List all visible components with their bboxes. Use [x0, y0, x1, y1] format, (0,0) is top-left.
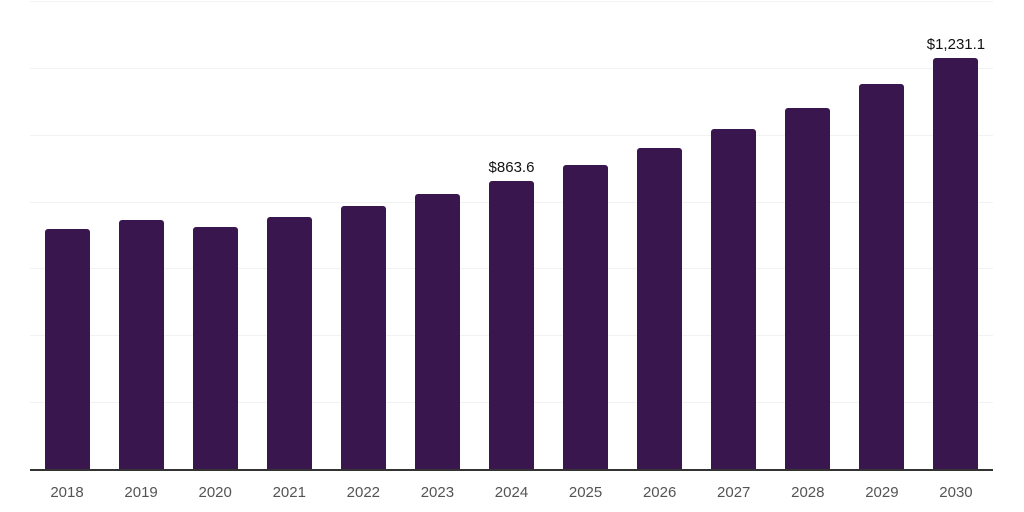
bar-2029 — [859, 83, 905, 470]
bar-2018 — [44, 229, 90, 470]
gridline-1200 — [30, 67, 993, 69]
gridline-1400 — [30, 1, 993, 2]
bar-2027 — [711, 129, 757, 470]
x-axis-label-2020: 2020 — [198, 484, 232, 501]
x-axis-line — [30, 469, 993, 471]
x-axis-label-2019: 2019 — [124, 484, 158, 501]
value-label-2024: $863.6 — [488, 159, 535, 177]
bar-2023 — [414, 194, 460, 470]
bar-2022 — [340, 206, 386, 470]
bar-2028 — [785, 108, 831, 470]
x-axis-label-2021: 2021 — [272, 484, 306, 501]
x-axis-label-2027: 2027 — [717, 484, 751, 501]
x-axis-label-2018: 2018 — [50, 484, 84, 501]
bar-2021 — [266, 217, 312, 470]
x-axis-label-2030: 2030 — [939, 484, 973, 501]
x-axis-label-2025: 2025 — [568, 484, 603, 501]
x-axis-label-2023: 2023 — [420, 484, 455, 501]
x-axis-label-2028: 2028 — [791, 484, 825, 501]
x-axis-label-2024: 2024 — [494, 484, 529, 501]
x-axis-label-2022: 2022 — [346, 484, 381, 501]
bar-2030 — [933, 58, 979, 470]
value-label-2030: $1,231.1 — [926, 36, 986, 54]
bar-2024 — [489, 181, 534, 470]
bar-2019 — [118, 219, 164, 470]
x-axis-label-2029: 2029 — [865, 484, 899, 501]
bar-2025 — [563, 165, 609, 470]
bar-2020 — [192, 227, 238, 470]
x-axis-label-2026: 2026 — [642, 484, 677, 501]
gridline-1000 — [30, 134, 993, 136]
bar-2026 — [637, 148, 683, 470]
